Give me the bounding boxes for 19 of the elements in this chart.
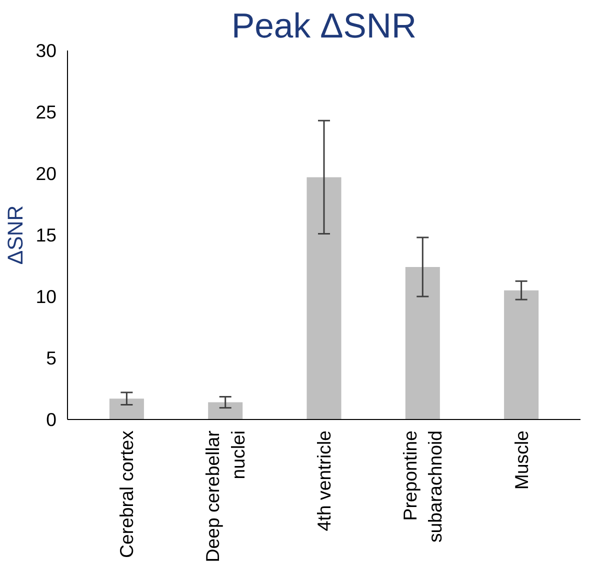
y-tick-label: 25 — [36, 102, 57, 122]
y-tick-label: 5 — [46, 348, 57, 368]
bar — [109, 398, 144, 420]
x-tick-label: Deep cerebellar nuclei — [202, 430, 248, 562]
y-tick-label: 20 — [36, 163, 57, 184]
y-axis-title: ΔSNR — [4, 205, 28, 265]
bar — [405, 266, 440, 420]
x-tick-label: Muscle — [510, 430, 532, 490]
x-tick-label: Prepontine subarachnoid — [400, 430, 446, 543]
bar — [208, 402, 243, 420]
y-tick-label: 10 — [36, 286, 57, 307]
chart-title: Peak ΔSNR — [232, 8, 416, 46]
y-tick-label: 15 — [36, 224, 57, 246]
x-tick-label: 4th ventricle — [314, 430, 334, 532]
bar — [306, 177, 342, 420]
bar — [504, 290, 539, 420]
y-tick-label: 0 — [46, 409, 57, 430]
x-tick-label: Cerebral cortex — [116, 430, 138, 558]
y-tick-label: 30 — [36, 40, 57, 61]
